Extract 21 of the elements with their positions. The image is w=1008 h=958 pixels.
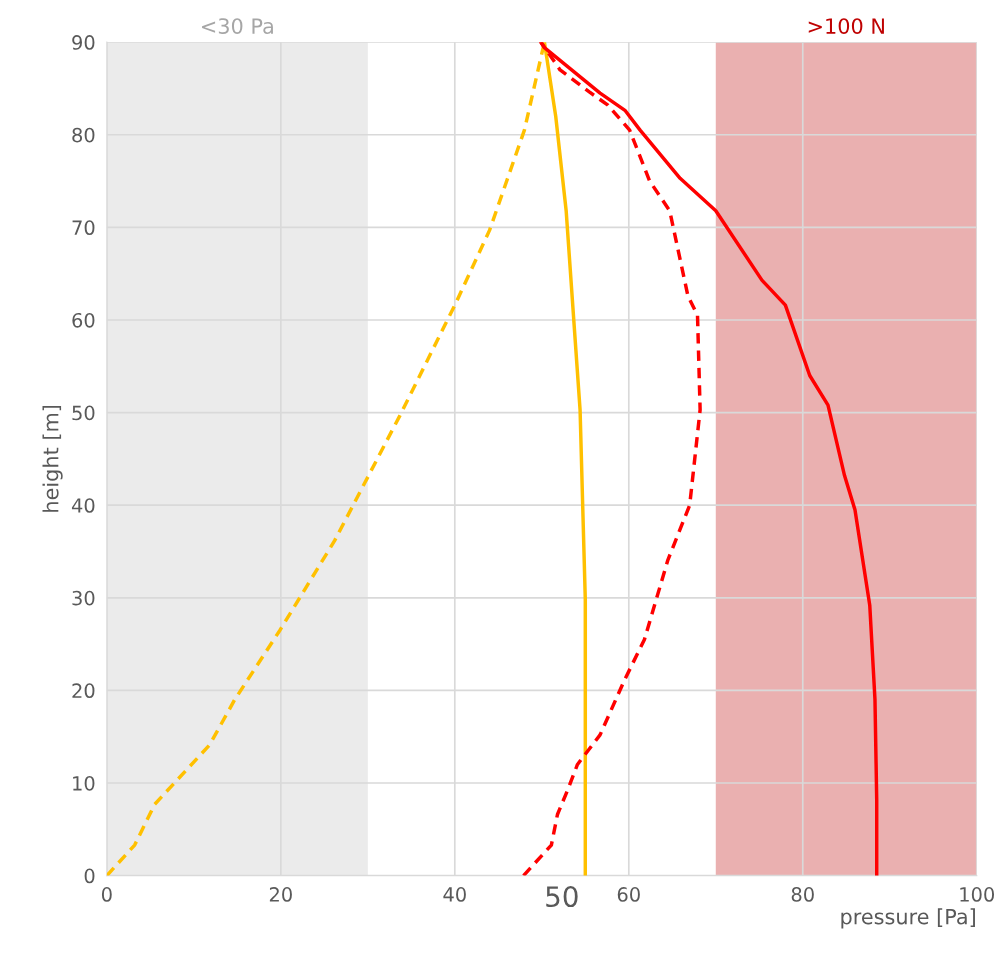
x-tick-label: 100 (960, 887, 995, 902)
x-tick-label: 60 (617, 887, 640, 902)
text: 50 (546, 886, 578, 908)
x-axis-title: pressure [Pa] (841, 908, 975, 929)
y-tick-label: 40 (71, 498, 95, 513)
y-tick-label: 90 (72, 35, 95, 50)
x-tick-label: 80 (791, 887, 814, 902)
x-tick-label: 20 (269, 887, 292, 902)
y-tick-label: 70 (72, 220, 95, 236)
y-tick-label: 0 (84, 868, 95, 884)
x-tick-label: 40 (443, 887, 466, 902)
y-tick-label: 10 (73, 775, 95, 791)
band-label: <30 Pa (202, 18, 273, 34)
y-axis-title: height [m] (42, 405, 63, 512)
y-tick-label: 60 (72, 312, 95, 328)
y-tick-label: 20 (72, 683, 95, 699)
band-label: >100 N (808, 18, 884, 34)
y-tick-label: 50 (72, 405, 95, 421)
y-tick-label: 80 (72, 127, 95, 143)
y-tick-label: 30 (72, 590, 95, 606)
x-tick-label: 0 (101, 887, 112, 902)
